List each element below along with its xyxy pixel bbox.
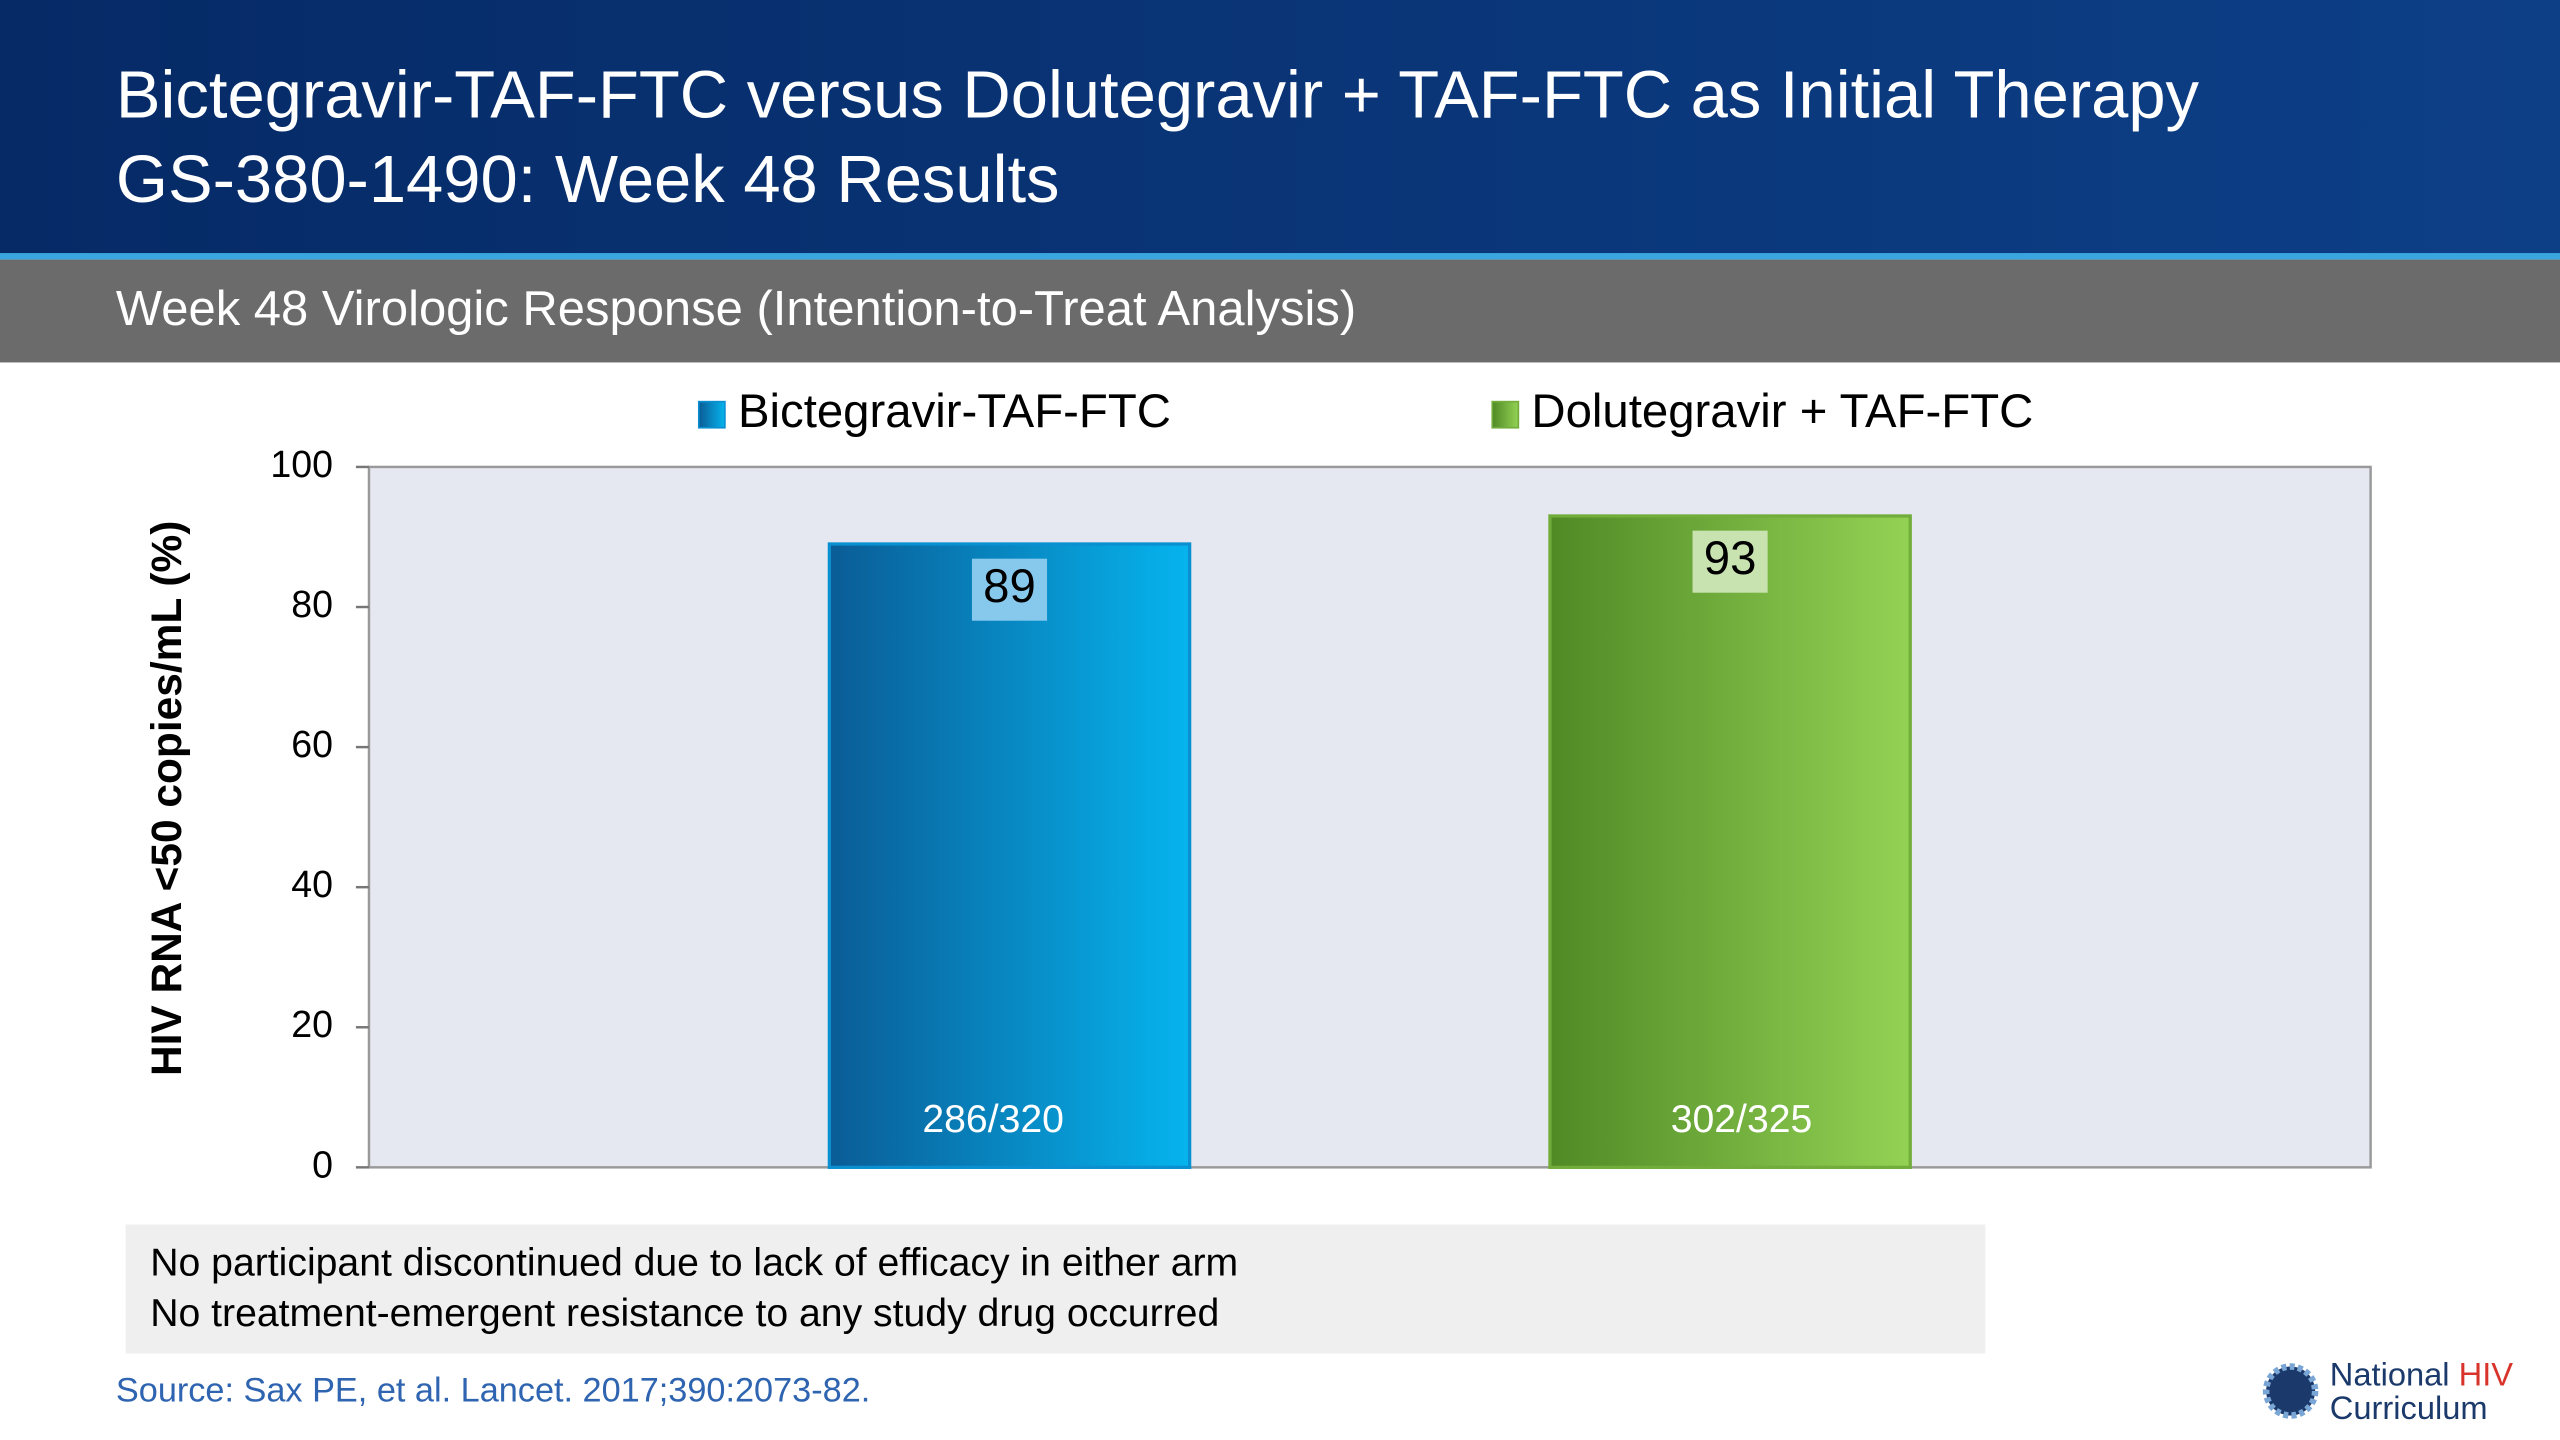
n-label: 302/325	[1671, 1098, 1813, 1141]
header-rule	[0, 253, 2560, 260]
logo-word: National	[2330, 1355, 2450, 1392]
bar	[827, 542, 1192, 1169]
note: No treatment-emergent resistance to any …	[150, 1292, 1219, 1335]
value-label-bg	[971, 558, 1048, 621]
y-axis-label: HIV RNA <50 copies/mL (%)	[143, 521, 190, 1076]
y-tick-label: 20	[291, 1003, 333, 1045]
notes-box	[125, 1224, 1986, 1354]
value-label-bg	[1692, 530, 1768, 593]
title: GS-380-1490: Week 48 Results	[116, 142, 1060, 217]
n-label: 286/320	[922, 1098, 1064, 1141]
bar	[1548, 514, 1912, 1169]
legend-swatch	[1491, 400, 1520, 429]
logo-text: National HIV	[2330, 1355, 2513, 1392]
subtitle: Week 48 Virologic Response (Intention-to…	[116, 282, 1356, 336]
title: Bictegravir-TAF-FTC versus Dolutegravir …	[116, 57, 2200, 132]
logo: National HIV Curriculum	[2262, 1355, 2513, 1426]
y-tick-label: 100	[270, 443, 333, 485]
legend-label: Bictegravir-TAF-FTC	[738, 385, 1171, 438]
subtitle-bg	[0, 259, 2560, 363]
legend-swatch	[697, 400, 726, 429]
y-tick-label: 80	[291, 583, 333, 625]
value-label: 89	[983, 560, 1036, 613]
header-bg	[0, 0, 2560, 257]
logo-word: HIV	[2459, 1355, 2514, 1392]
logo-icon	[2262, 1363, 2319, 1419]
y-tick-label: 40	[291, 863, 333, 905]
source: Source: Sax PE, et al. Lancet. 2017;390:…	[116, 1372, 870, 1410]
y-tick-label: 60	[291, 723, 333, 765]
note: No participant discontinued due to lack …	[150, 1242, 1238, 1285]
logo-text: Curriculum	[2330, 1389, 2488, 1426]
plot-area	[367, 465, 2372, 1169]
legend-label: Dolutegravir + TAF-FTC	[1531, 385, 2033, 438]
value-label: 93	[1704, 532, 1757, 585]
y-tick-label: 0	[312, 1143, 333, 1185]
